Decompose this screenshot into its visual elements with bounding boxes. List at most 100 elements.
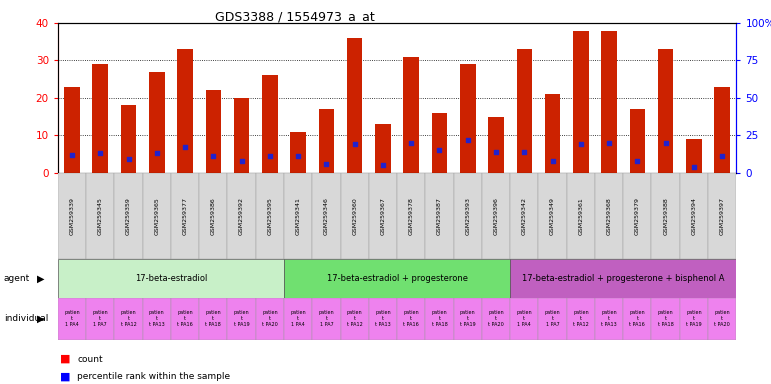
Text: patien
t
t PA12: patien t t PA12 — [347, 310, 362, 327]
FancyBboxPatch shape — [369, 173, 397, 259]
Point — [716, 153, 729, 159]
Text: 17-beta-estradiol + progesterone + bisphenol A: 17-beta-estradiol + progesterone + bisph… — [522, 274, 725, 283]
FancyBboxPatch shape — [482, 298, 510, 340]
Text: GSM259379: GSM259379 — [635, 197, 640, 235]
Text: patien
t
t PA18: patien t t PA18 — [205, 310, 221, 327]
FancyBboxPatch shape — [538, 298, 567, 340]
Bar — [291, 132, 306, 173]
FancyBboxPatch shape — [284, 173, 312, 259]
Point — [150, 150, 163, 156]
Text: GSM259393: GSM259393 — [465, 197, 470, 235]
Text: GSM259345: GSM259345 — [98, 197, 103, 235]
FancyBboxPatch shape — [369, 298, 397, 340]
Text: GSM259361: GSM259361 — [578, 197, 584, 235]
FancyBboxPatch shape — [58, 259, 284, 298]
FancyBboxPatch shape — [426, 298, 453, 340]
FancyBboxPatch shape — [199, 298, 227, 340]
Text: patien
t
1 PA7: patien t 1 PA7 — [318, 310, 334, 327]
FancyBboxPatch shape — [651, 173, 680, 259]
Text: GSM259394: GSM259394 — [692, 197, 696, 235]
Text: GSM259397: GSM259397 — [719, 197, 725, 235]
FancyBboxPatch shape — [397, 173, 426, 259]
Point — [348, 141, 361, 147]
Text: GSM259367: GSM259367 — [380, 197, 386, 235]
Point — [574, 141, 587, 147]
Text: patien
t
1 PA7: patien t 1 PA7 — [93, 310, 108, 327]
Point — [179, 144, 191, 151]
Bar — [206, 91, 221, 173]
Bar — [488, 117, 503, 173]
FancyBboxPatch shape — [595, 173, 623, 259]
Bar — [601, 31, 617, 173]
Bar — [64, 87, 79, 173]
Text: patien
t
t PA13: patien t t PA13 — [601, 310, 617, 327]
Text: GSM259339: GSM259339 — [69, 197, 75, 235]
Text: GSM259386: GSM259386 — [210, 197, 216, 235]
Text: 17-beta-estradiol + progesterone: 17-beta-estradiol + progesterone — [327, 274, 467, 283]
Text: individual: individual — [4, 314, 49, 323]
Text: patien
t
t PA19: patien t t PA19 — [234, 310, 249, 327]
FancyBboxPatch shape — [482, 173, 510, 259]
FancyBboxPatch shape — [171, 298, 199, 340]
Text: count: count — [77, 354, 103, 364]
FancyBboxPatch shape — [623, 298, 651, 340]
FancyBboxPatch shape — [510, 259, 736, 298]
FancyBboxPatch shape — [86, 298, 114, 340]
FancyBboxPatch shape — [453, 298, 482, 340]
FancyBboxPatch shape — [284, 298, 312, 340]
Point — [490, 149, 502, 155]
Text: patien
t
t PA19: patien t t PA19 — [686, 310, 702, 327]
Text: GSM259377: GSM259377 — [183, 197, 187, 235]
Point — [207, 153, 220, 159]
Bar — [630, 109, 645, 173]
Point — [123, 156, 135, 162]
Point — [320, 161, 332, 167]
Text: patien
t
t PA20: patien t t PA20 — [488, 310, 504, 327]
Point — [547, 158, 559, 164]
Text: patien
t
t PA18: patien t t PA18 — [658, 310, 674, 327]
Bar — [686, 139, 702, 173]
FancyBboxPatch shape — [227, 173, 256, 259]
Point — [377, 162, 389, 168]
FancyBboxPatch shape — [708, 173, 736, 259]
Point — [631, 158, 644, 164]
FancyBboxPatch shape — [510, 298, 538, 340]
FancyBboxPatch shape — [680, 173, 708, 259]
FancyBboxPatch shape — [58, 298, 86, 340]
Point — [518, 149, 530, 155]
FancyBboxPatch shape — [256, 173, 284, 259]
Text: patien
t
t PA12: patien t t PA12 — [573, 310, 589, 327]
Bar — [121, 106, 136, 173]
FancyBboxPatch shape — [114, 173, 143, 259]
Point — [603, 140, 615, 146]
Text: 17-beta-estradiol: 17-beta-estradiol — [135, 274, 207, 283]
Text: GSM259378: GSM259378 — [409, 197, 414, 235]
Text: GSM259365: GSM259365 — [154, 197, 160, 235]
Bar — [234, 98, 249, 173]
Text: ■: ■ — [60, 354, 71, 364]
Text: GDS3388 / 1554973_a_at: GDS3388 / 1554973_a_at — [215, 10, 375, 23]
FancyBboxPatch shape — [86, 173, 114, 259]
FancyBboxPatch shape — [567, 173, 595, 259]
FancyBboxPatch shape — [341, 173, 369, 259]
Text: GSM259368: GSM259368 — [607, 197, 611, 235]
Point — [433, 147, 446, 153]
FancyBboxPatch shape — [171, 173, 199, 259]
Text: GSM259342: GSM259342 — [522, 197, 527, 235]
Bar — [347, 38, 362, 173]
FancyBboxPatch shape — [312, 298, 341, 340]
Text: GSM259392: GSM259392 — [239, 197, 244, 235]
Text: patien
t
t PA13: patien t t PA13 — [149, 310, 165, 327]
FancyBboxPatch shape — [567, 298, 595, 340]
Text: percentile rank within the sample: percentile rank within the sample — [77, 372, 231, 381]
Bar — [545, 94, 561, 173]
FancyBboxPatch shape — [595, 298, 623, 340]
Text: patien
t
t PA20: patien t t PA20 — [714, 310, 730, 327]
Text: GSM259349: GSM259349 — [550, 197, 555, 235]
Bar — [715, 87, 730, 173]
FancyBboxPatch shape — [143, 298, 171, 340]
Text: patien
t
t PA20: patien t t PA20 — [262, 310, 278, 327]
FancyBboxPatch shape — [510, 173, 538, 259]
FancyBboxPatch shape — [341, 298, 369, 340]
FancyBboxPatch shape — [256, 298, 284, 340]
